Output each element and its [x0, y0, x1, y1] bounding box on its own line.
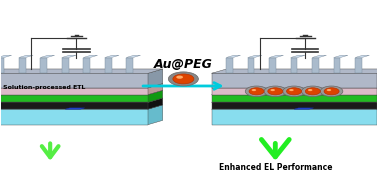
Polygon shape	[19, 57, 26, 73]
Polygon shape	[148, 84, 163, 95]
Polygon shape	[355, 57, 362, 73]
Polygon shape	[376, 90, 378, 102]
Polygon shape	[62, 57, 68, 73]
Polygon shape	[0, 88, 148, 95]
Polygon shape	[269, 55, 284, 57]
Polygon shape	[212, 90, 378, 95]
Text: Au@PEG: Au@PEG	[154, 58, 213, 71]
Polygon shape	[226, 57, 233, 73]
Polygon shape	[212, 98, 378, 102]
Polygon shape	[376, 98, 378, 109]
Polygon shape	[376, 84, 378, 95]
Circle shape	[289, 89, 294, 91]
Circle shape	[268, 88, 283, 95]
Circle shape	[283, 86, 305, 97]
Circle shape	[324, 88, 339, 95]
Polygon shape	[355, 55, 369, 57]
Circle shape	[173, 74, 194, 84]
Polygon shape	[83, 55, 98, 57]
Polygon shape	[212, 105, 378, 109]
Polygon shape	[376, 105, 378, 125]
Polygon shape	[0, 102, 148, 109]
Polygon shape	[0, 109, 148, 125]
Polygon shape	[334, 55, 348, 57]
Circle shape	[249, 88, 264, 95]
Circle shape	[264, 86, 287, 97]
Text: Solution-processed ETL: Solution-processed ETL	[3, 85, 86, 90]
Polygon shape	[148, 90, 163, 102]
Polygon shape	[0, 73, 148, 88]
Polygon shape	[0, 95, 148, 102]
Polygon shape	[40, 57, 47, 73]
Polygon shape	[312, 55, 327, 57]
Polygon shape	[212, 95, 376, 102]
Polygon shape	[40, 55, 54, 57]
Polygon shape	[126, 57, 133, 73]
Circle shape	[327, 89, 331, 91]
Polygon shape	[0, 90, 163, 95]
Circle shape	[320, 86, 343, 97]
Polygon shape	[0, 57, 4, 73]
Polygon shape	[269, 57, 276, 73]
Polygon shape	[148, 98, 163, 109]
Polygon shape	[226, 55, 240, 57]
Circle shape	[287, 88, 302, 95]
Polygon shape	[248, 57, 254, 73]
Polygon shape	[212, 69, 378, 73]
Polygon shape	[212, 102, 376, 109]
Polygon shape	[294, 108, 314, 109]
Circle shape	[252, 89, 256, 91]
Circle shape	[245, 86, 268, 97]
Polygon shape	[0, 55, 12, 57]
Polygon shape	[0, 105, 163, 109]
Polygon shape	[291, 57, 297, 73]
Circle shape	[270, 89, 275, 91]
Polygon shape	[148, 69, 163, 88]
Polygon shape	[0, 84, 163, 88]
Polygon shape	[212, 109, 376, 125]
Circle shape	[168, 72, 198, 86]
Text: Enhanced EL Performance: Enhanced EL Performance	[218, 163, 332, 172]
Polygon shape	[105, 55, 119, 57]
Circle shape	[176, 76, 183, 79]
Polygon shape	[212, 88, 376, 95]
Polygon shape	[62, 55, 76, 57]
Polygon shape	[334, 57, 341, 73]
Circle shape	[302, 86, 324, 97]
Polygon shape	[212, 84, 378, 88]
Polygon shape	[0, 69, 163, 73]
Polygon shape	[83, 57, 90, 73]
Polygon shape	[126, 55, 141, 57]
Polygon shape	[148, 105, 163, 125]
Circle shape	[305, 88, 320, 95]
Polygon shape	[0, 98, 163, 102]
Polygon shape	[248, 55, 262, 57]
Polygon shape	[312, 57, 319, 73]
Circle shape	[308, 89, 313, 91]
Polygon shape	[65, 108, 85, 109]
Polygon shape	[291, 55, 305, 57]
Polygon shape	[376, 69, 378, 88]
Polygon shape	[105, 57, 112, 73]
Polygon shape	[19, 55, 33, 57]
Polygon shape	[212, 73, 376, 88]
